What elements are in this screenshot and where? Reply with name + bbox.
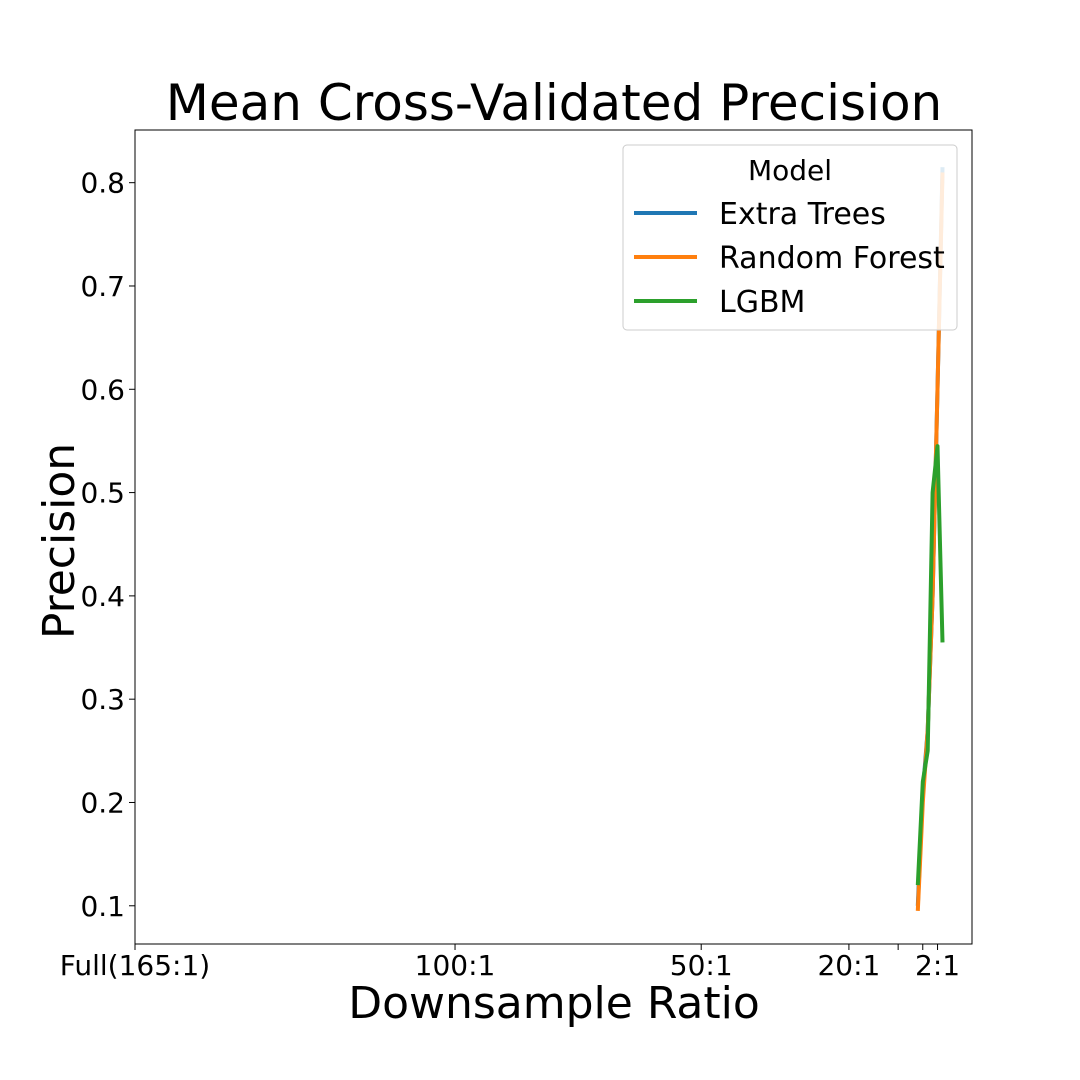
legend-label-2: LGBM [719, 285, 805, 320]
legend-label-1: Random Forest [719, 241, 945, 276]
y-tick-label-0: 0.1 [80, 890, 125, 923]
legend-items: Extra Trees Random Forest LGBM [634, 197, 945, 320]
y-axis-label: Precision [34, 443, 85, 639]
x-axis-ticks: Full(165:1) 100:1 50:1 20:1 2:1 [60, 944, 960, 982]
x-axis-label: Downsample Ratio [348, 978, 760, 1029]
y-tick-label-6: 0.7 [80, 270, 125, 303]
x-tick-label-0: Full(165:1) [60, 949, 210, 982]
x-tick-label-6: 2:1 [915, 949, 960, 982]
x-tick-label-1: 100:1 [415, 949, 496, 982]
plot-series [915, 167, 945, 911]
x-tick-label-2: 50:1 [670, 949, 733, 982]
legend-title: Model [748, 154, 832, 187]
y-tick-label-2: 0.3 [80, 683, 125, 716]
y-axis-ticks: 0.1 0.2 0.3 0.4 0.5 0.6 0.7 0.8 [80, 167, 135, 923]
legend-label-0: Extra Trees [719, 197, 886, 232]
plot-frame [134, 129, 973, 945]
y-tick-label-3: 0.4 [80, 580, 125, 613]
legend-box [622, 144, 958, 331]
y-tick-label-7: 0.8 [80, 167, 125, 200]
legend: Model Extra Trees Random Forest LGBM [622, 144, 958, 331]
y-tick-label-5: 0.6 [80, 373, 125, 406]
y-tick-label-4: 0.5 [80, 477, 125, 510]
x-tick-label-3: 20:1 [817, 949, 880, 982]
series-line-2 [915, 444, 945, 886]
y-tick-label-1: 0.2 [80, 786, 125, 819]
chart-title: Mean Cross-Validated Precision [166, 74, 943, 132]
